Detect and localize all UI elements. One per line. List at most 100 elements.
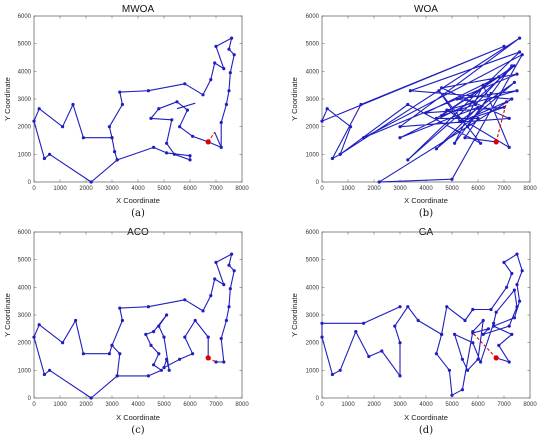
panel-a-city-point-west bbox=[48, 152, 52, 156]
panel-b-city-point bbox=[512, 80, 517, 84]
panel-c-xlabel: X Coordinate bbox=[116, 413, 160, 422]
panel-b-city-point bbox=[510, 64, 514, 68]
panel-a-city-point bbox=[165, 151, 169, 155]
panel-d-city-point-west bbox=[330, 372, 334, 377]
panel-b-city-point bbox=[406, 102, 410, 107]
panel-c-city-point bbox=[157, 324, 161, 328]
panel-d-city-point bbox=[466, 368, 470, 372]
panel-a-city-point bbox=[152, 145, 156, 149]
panel-a-city-point bbox=[188, 158, 192, 162]
panel-c-xtick-label: 5000 bbox=[157, 402, 171, 408]
panel-b-city-point bbox=[455, 97, 459, 101]
panel-d-city-point bbox=[492, 321, 496, 325]
panel-d-city-point-west bbox=[398, 305, 402, 309]
panel-b-city-point bbox=[440, 86, 444, 90]
panel-b-city-point bbox=[406, 158, 410, 162]
panel-a-city-point bbox=[185, 108, 189, 112]
panel-a-ytick-label: 1000 bbox=[18, 152, 32, 158]
panel-c-city-point bbox=[219, 336, 223, 341]
panel-a-city-point-west bbox=[61, 125, 65, 129]
panel-c-city-point bbox=[146, 374, 150, 378]
panel-d-ticks: 0 1000 2000 3000 4000 5000 6000 7000 8000 0 1000 20… bbox=[306, 230, 538, 408]
panel-b-city-point bbox=[437, 89, 441, 93]
panel-c-city-point bbox=[222, 360, 226, 364]
panel-d-city-point bbox=[512, 316, 517, 320]
panel-a-ytick-label: 4000 bbox=[18, 69, 32, 75]
panel-d-city-point bbox=[507, 324, 511, 328]
panel-a-city-point bbox=[118, 90, 122, 94]
panel-b-city-point bbox=[325, 107, 329, 111]
panel-b-city-point bbox=[463, 136, 467, 140]
panel-d-ytick-label: 1000 bbox=[306, 368, 320, 374]
panel-b-city-point bbox=[440, 114, 444, 118]
panel-a-city-point-west bbox=[110, 136, 114, 140]
panel-c-city-point-west bbox=[37, 323, 41, 327]
panel-a-city-point bbox=[201, 93, 205, 97]
panel-b-ytick-label: 3000 bbox=[306, 97, 320, 103]
panel-d-xlabel: X Coordinate bbox=[404, 413, 448, 422]
panel-a-city-point bbox=[230, 36, 234, 40]
panel-b-title: WOA bbox=[414, 4, 438, 15]
panel-d-city-point bbox=[492, 324, 496, 328]
panel-d-xtick-label: 4000 bbox=[419, 402, 433, 408]
panel-a-city-point bbox=[191, 134, 195, 138]
panel-c-city-point bbox=[193, 318, 197, 323]
panel-a-city-point bbox=[224, 102, 228, 107]
panel-a-city-point bbox=[222, 67, 226, 71]
panel-b-city-point bbox=[515, 72, 519, 76]
panel-a-city-point bbox=[183, 82, 187, 86]
panel-b-city-point bbox=[320, 119, 324, 123]
panel-d-city-point-west bbox=[416, 318, 420, 323]
panel-a-city-point bbox=[219, 120, 223, 125]
panel-d-city-point bbox=[471, 307, 475, 312]
panel-d-city-point bbox=[447, 368, 451, 372]
panel-b-ytick-label: 6000 bbox=[306, 14, 320, 20]
panel-c-city-point bbox=[152, 330, 156, 334]
panel-a-route-line bbox=[108, 37, 235, 161]
panel-b-city-point bbox=[398, 136, 402, 140]
panel-b-city-point bbox=[349, 125, 353, 129]
panel-a-axes bbox=[33, 15, 243, 183]
panel-d: GA 0 1000 2000 3000 4000 5000 6000 7000 80000100… bbox=[290, 227, 537, 436]
panel-c-city-point-west bbox=[89, 396, 93, 400]
panel-a-city-point bbox=[188, 154, 192, 158]
panel-c-city-point bbox=[159, 368, 163, 372]
panel-c-city-point bbox=[118, 352, 122, 356]
panel-a-city-point bbox=[178, 125, 182, 129]
panel-a-ylabel: Y Coordinate bbox=[3, 77, 12, 121]
panel-a-route-line-extra bbox=[176, 102, 196, 110]
panel-b-city-point bbox=[338, 152, 342, 156]
panel-c-label: (c) bbox=[131, 425, 145, 436]
panel-c-xtick-label: 7000 bbox=[209, 402, 223, 408]
panel-c-city-point bbox=[167, 368, 171, 372]
panel-d-xtick-label: 6000 bbox=[471, 402, 485, 408]
panel-c-xtick-label: 8000 bbox=[235, 402, 249, 408]
panel-b-city-point bbox=[458, 119, 462, 123]
panel-a-ytick-label: 5000 bbox=[18, 42, 32, 48]
panel-b-xtick-label: 7000 bbox=[497, 186, 511, 192]
panel-c-xtick-label: 0 bbox=[32, 402, 36, 408]
panel-d-city-point bbox=[512, 288, 517, 292]
panel-b-ytick-label: 5000 bbox=[306, 42, 320, 48]
panel-d-ytick-label: 6000 bbox=[306, 230, 320, 236]
panel-c-xtick-label: 1000 bbox=[53, 402, 67, 408]
panel-d-ytick-label: 5000 bbox=[306, 258, 320, 264]
panel-d-city-point bbox=[510, 271, 514, 276]
panel-c-city-point bbox=[230, 252, 234, 256]
panel-b-city-point bbox=[377, 180, 381, 184]
panel-a-xtick-label: 2000 bbox=[79, 186, 93, 192]
panel-d-xtick-label: 0 bbox=[320, 402, 324, 408]
panel-c-plot bbox=[32, 252, 236, 400]
panel-c-ylabel: Y Coordinate bbox=[3, 293, 12, 337]
panel-d-ytick-label: 2000 bbox=[306, 341, 320, 347]
panel-c-city-point bbox=[146, 305, 150, 309]
panel-a-city-point bbox=[213, 61, 217, 65]
panel-a-city-point bbox=[157, 107, 161, 111]
panel-d-ytick-label: 0 bbox=[316, 396, 320, 402]
panel-b-ytick-label: 1000 bbox=[306, 152, 320, 158]
panel-c-axes bbox=[33, 231, 243, 399]
panel-c-city-point bbox=[162, 366, 166, 370]
panel-a-xlabel: X Coordinate bbox=[116, 196, 160, 205]
panel-b-ylabel: Y Coordinate bbox=[290, 77, 299, 121]
panel-b-city-point bbox=[460, 119, 464, 123]
